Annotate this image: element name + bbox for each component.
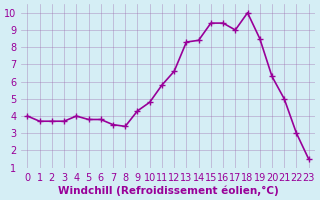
X-axis label: Windchill (Refroidissement éolien,°C): Windchill (Refroidissement éolien,°C) <box>58 185 278 196</box>
